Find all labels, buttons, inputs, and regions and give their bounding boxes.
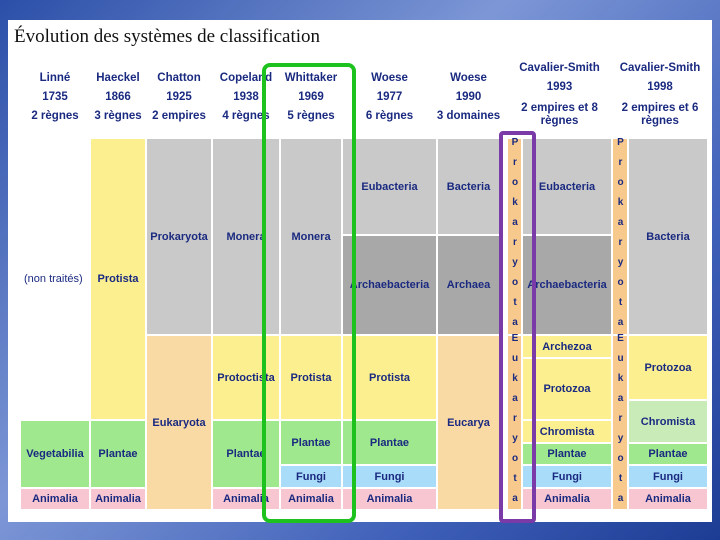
taxon-cell: Eubacteria [342, 138, 437, 235]
taxon-cell: Prokaryota [146, 138, 212, 335]
empire-label: Eukaryota [612, 333, 628, 513]
taxon-cell: Plantae [628, 443, 708, 465]
column-scheme: 2 empires et 8 règnes [521, 102, 598, 127]
taxon-cell: Plantae [280, 420, 342, 465]
taxon-cell: Plantae [90, 420, 146, 488]
column-scheme: 5 règnes [287, 109, 335, 122]
taxon-cell: Chromista [628, 400, 708, 443]
taxon-cell: Animalia [20, 488, 90, 510]
taxon-cell: Vegetabilia [20, 420, 90, 488]
column-year: 1925 [166, 90, 192, 103]
taxon-cell: Eukaryota [146, 335, 212, 510]
column-name: Cavalier-Smith [519, 61, 600, 74]
taxon-cell: Plantae [522, 443, 612, 465]
taxon-cell: (non traités) [20, 138, 90, 420]
taxon-cell: Animalia [628, 488, 708, 510]
column-scheme: 3 règnes [94, 109, 142, 122]
taxon-cell: Protozoa [628, 335, 708, 400]
taxon-cell: Monera [280, 138, 342, 335]
column-name: Chatton [157, 71, 201, 84]
empires-highlight [499, 131, 536, 523]
taxon-cell: Eucarya [437, 335, 500, 510]
taxon-cell: Protista [280, 335, 342, 420]
taxon-cell: Fungi [280, 465, 342, 488]
taxon-cell: Animalia [342, 488, 437, 510]
taxon-cell: Fungi [522, 465, 612, 488]
column-year: 1938 [233, 90, 259, 103]
column-name: Woese [450, 71, 487, 84]
column-scheme: 6 règnes [365, 109, 414, 122]
empire-label: Eukaryota [507, 333, 522, 513]
taxon-cell: Protoctista [212, 335, 280, 420]
taxon-cell: Archaebacteria [342, 235, 437, 335]
taxon-cell: Animalia [522, 488, 612, 510]
taxon-cell: Archaebacteria [522, 235, 612, 335]
taxon-cell: Protista [90, 138, 146, 420]
taxon-cell: Plantae [212, 420, 280, 488]
taxon-cell: Plantae [342, 420, 437, 465]
column-year: 1998 [647, 80, 673, 93]
taxon-cell: Chromista [522, 420, 612, 443]
taxon-cell: Monera [212, 138, 280, 335]
taxon-cell: Protozoa [522, 358, 612, 420]
taxon-cell: Bacteria [628, 138, 708, 335]
taxon-cell: Protista [342, 335, 437, 420]
column-scheme: 4 règnes [222, 109, 270, 122]
column-name: Whittaker [284, 71, 338, 84]
column-year: 1977 [376, 90, 403, 103]
empire-label: Prokaryota [612, 137, 628, 337]
column-scheme: 2 règnes [31, 109, 79, 122]
title: Évolution des systèmes de classification [14, 26, 321, 47]
column-scheme: 2 empires [152, 109, 206, 122]
taxon-cell: Animalia [280, 488, 342, 510]
column-year: 1990 [455, 90, 482, 103]
taxon-cell: Bacteria [437, 138, 500, 235]
column-year: 1969 [298, 90, 324, 103]
column-name: Cavalier-Smith [619, 61, 701, 74]
column-name: Haeckel [96, 71, 140, 84]
whittaker-highlight [262, 63, 356, 523]
empire-label: Prokaryota [507, 137, 522, 337]
column-year: 1866 [105, 90, 131, 103]
taxon-cell: Animalia [90, 488, 146, 510]
taxon-cell: Fungi [628, 465, 708, 488]
column-scheme: 2 empires et 6 règnes [621, 102, 699, 127]
taxon-cell: Archaea [437, 235, 500, 335]
column-year: 1735 [42, 90, 68, 103]
column-name: Copeland [219, 71, 273, 84]
taxon-cell: Fungi [342, 465, 437, 488]
column-scheme: 3 domaines [436, 109, 501, 122]
column-name: Linné [39, 71, 71, 84]
taxon-cell: Archezoa [522, 335, 612, 358]
column-year: 1993 [546, 80, 573, 93]
taxon-cell: Eubacteria [522, 138, 612, 235]
column-name: Woese [371, 71, 408, 84]
